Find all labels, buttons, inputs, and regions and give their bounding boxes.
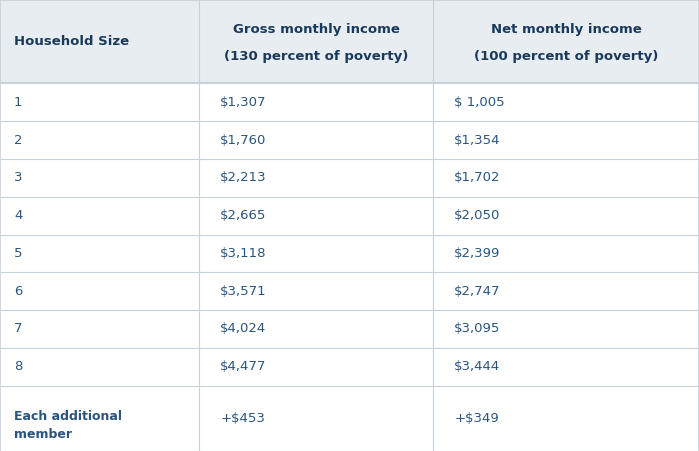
Text: (100 percent of poverty): (100 percent of poverty) <box>474 50 658 63</box>
Text: 8: 8 <box>14 360 22 373</box>
Bar <box>0 272 699 310</box>
Text: (130 percent of poverty): (130 percent of poverty) <box>224 50 408 63</box>
Bar <box>0 386 699 451</box>
Text: Household Size: Household Size <box>14 35 129 48</box>
Text: $2,747: $2,747 <box>454 285 501 298</box>
Text: $2,050: $2,050 <box>454 209 500 222</box>
Bar <box>0 121 699 159</box>
Text: $2,399: $2,399 <box>454 247 500 260</box>
Text: +$349: +$349 <box>454 412 499 425</box>
Text: 2: 2 <box>14 133 22 147</box>
Text: 4: 4 <box>14 209 22 222</box>
Text: $4,477: $4,477 <box>220 360 266 373</box>
Bar <box>0 159 699 197</box>
Text: $1,760: $1,760 <box>220 133 266 147</box>
Text: Each additional
member: Each additional member <box>14 410 122 442</box>
Bar <box>0 83 699 121</box>
Bar <box>0 0 699 83</box>
Text: 3: 3 <box>14 171 22 184</box>
Text: $3,095: $3,095 <box>454 322 500 336</box>
Text: $1,702: $1,702 <box>454 171 501 184</box>
Text: $2,213: $2,213 <box>220 171 267 184</box>
Text: 6: 6 <box>14 285 22 298</box>
Text: Net monthly income: Net monthly income <box>491 23 642 36</box>
Text: $2,665: $2,665 <box>220 209 266 222</box>
Text: $3,571: $3,571 <box>220 285 267 298</box>
Text: Gross monthly income: Gross monthly income <box>233 23 400 36</box>
Text: 1: 1 <box>14 96 22 109</box>
Text: $4,024: $4,024 <box>220 322 266 336</box>
Text: $3,444: $3,444 <box>454 360 500 373</box>
Text: $3,118: $3,118 <box>220 247 267 260</box>
Text: +$453: +$453 <box>220 412 265 425</box>
Bar <box>0 348 699 386</box>
Text: $1,354: $1,354 <box>454 133 501 147</box>
Text: 7: 7 <box>14 322 22 336</box>
Bar <box>0 310 699 348</box>
Text: 5: 5 <box>14 247 22 260</box>
Bar <box>0 235 699 272</box>
Bar <box>0 197 699 235</box>
Text: $1,307: $1,307 <box>220 96 267 109</box>
Text: $ 1,005: $ 1,005 <box>454 96 505 109</box>
